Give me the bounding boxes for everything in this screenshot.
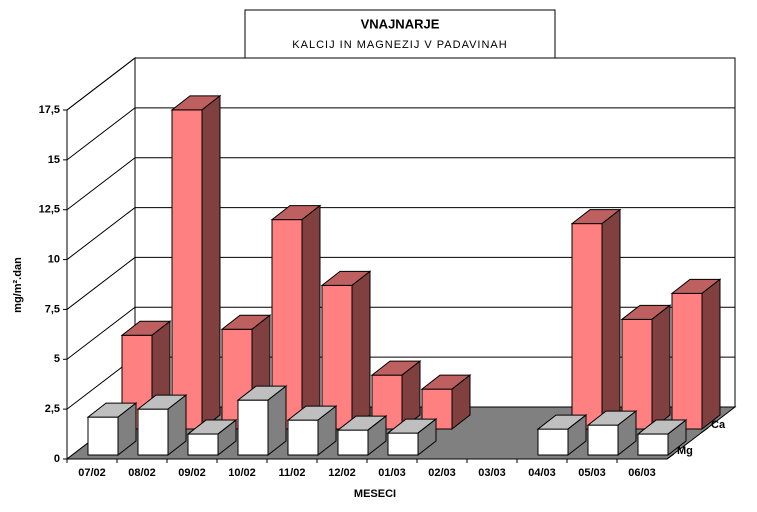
- bar-side: [417, 418, 437, 457]
- bar: [670, 278, 722, 431]
- bar: [320, 270, 372, 431]
- bar-front: [587, 424, 619, 456]
- x-tick-label: 01/03: [378, 467, 406, 479]
- x-tick-label: 12/02: [328, 467, 356, 479]
- bar-side: [301, 204, 321, 431]
- grid-line: [66, 157, 735, 211]
- bar-front: [137, 408, 169, 456]
- bar: [336, 415, 388, 457]
- bar-side: [367, 415, 387, 457]
- x-tick-label: 09/02: [178, 467, 206, 479]
- bar: [570, 208, 622, 431]
- bar: [586, 410, 638, 457]
- y-axis-label: mg/m².dan: [12, 257, 24, 313]
- bar-front: [571, 223, 603, 430]
- y-tick-label: 0: [54, 453, 60, 465]
- bar-front: [671, 292, 703, 430]
- bar-side: [267, 385, 287, 457]
- x-tick-label: 11/02: [279, 467, 306, 479]
- bar-side: [351, 270, 371, 431]
- depth-tick: [700, 427, 709, 434]
- bar-side: [617, 410, 637, 457]
- bar-front: [321, 284, 353, 430]
- bar-side: [667, 419, 687, 457]
- x-tick-label: 10/02: [228, 467, 256, 479]
- bar-side: [167, 394, 187, 457]
- grid-line: [66, 207, 735, 260]
- bar-front: [187, 433, 219, 456]
- grid-line: [66, 57, 735, 111]
- bar: [136, 394, 188, 457]
- grid-line: [66, 306, 735, 360]
- bar-front: [171, 109, 203, 430]
- bar-side: [701, 278, 721, 431]
- title-box: [244, 9, 556, 59]
- x-tick-label: 04/03: [528, 467, 556, 479]
- depth-label: Mg: [677, 445, 693, 457]
- bar: [186, 419, 238, 457]
- chart-subtitle: KALCIJ IN MAGNEZIJ V PADAVINAH: [292, 39, 507, 51]
- bar-side: [217, 419, 237, 457]
- bar-front: [637, 433, 669, 456]
- bar: [620, 304, 672, 431]
- bar-front: [387, 432, 419, 456]
- x-tick-label: 07/02: [78, 467, 106, 479]
- y-tick-label: 17,5: [39, 104, 60, 116]
- y-tick-label: 5: [54, 353, 60, 365]
- grid-line: [66, 256, 735, 310]
- bar-front: [337, 429, 369, 456]
- bar: [286, 405, 338, 457]
- x-tick-label: 06/03: [628, 467, 656, 479]
- y-tick-label: 10: [48, 253, 60, 265]
- bar: [536, 414, 588, 457]
- bar-side: [201, 94, 221, 431]
- bar: [170, 94, 222, 431]
- bar: [370, 360, 422, 431]
- bar: [636, 419, 688, 457]
- bar-side: [401, 360, 421, 431]
- x-tick-label: 02/03: [428, 467, 456, 479]
- y-tick-label: 7,5: [45, 303, 60, 315]
- bar: [270, 204, 322, 431]
- depth-label: Ca: [711, 419, 726, 431]
- x-axis-label: MESECI: [354, 488, 396, 500]
- y-tick-label: 15: [48, 154, 60, 166]
- bar-side: [651, 304, 671, 431]
- x-tick-label: 08/02: [128, 467, 156, 479]
- bar-side: [317, 405, 337, 457]
- bar-side: [601, 208, 621, 431]
- grid-line: [66, 107, 735, 161]
- bar-front: [237, 399, 269, 456]
- bar: [386, 418, 438, 457]
- depth-tick: [666, 453, 675, 460]
- bar: [86, 402, 138, 457]
- bar: [236, 385, 288, 457]
- bar-side: [451, 374, 471, 431]
- bar-front: [87, 416, 119, 456]
- bar-side: [567, 414, 587, 457]
- x-tick-label: 05/03: [578, 467, 606, 479]
- x-tick-label: 03/03: [478, 467, 506, 479]
- bar-front: [287, 419, 319, 456]
- bar-front: [537, 428, 569, 456]
- y-tick-label: 2,5: [45, 403, 60, 415]
- y-tick-label: 12,5: [39, 204, 60, 216]
- bar-side: [117, 402, 137, 457]
- chart-title: VNAJNARJE: [361, 16, 440, 31]
